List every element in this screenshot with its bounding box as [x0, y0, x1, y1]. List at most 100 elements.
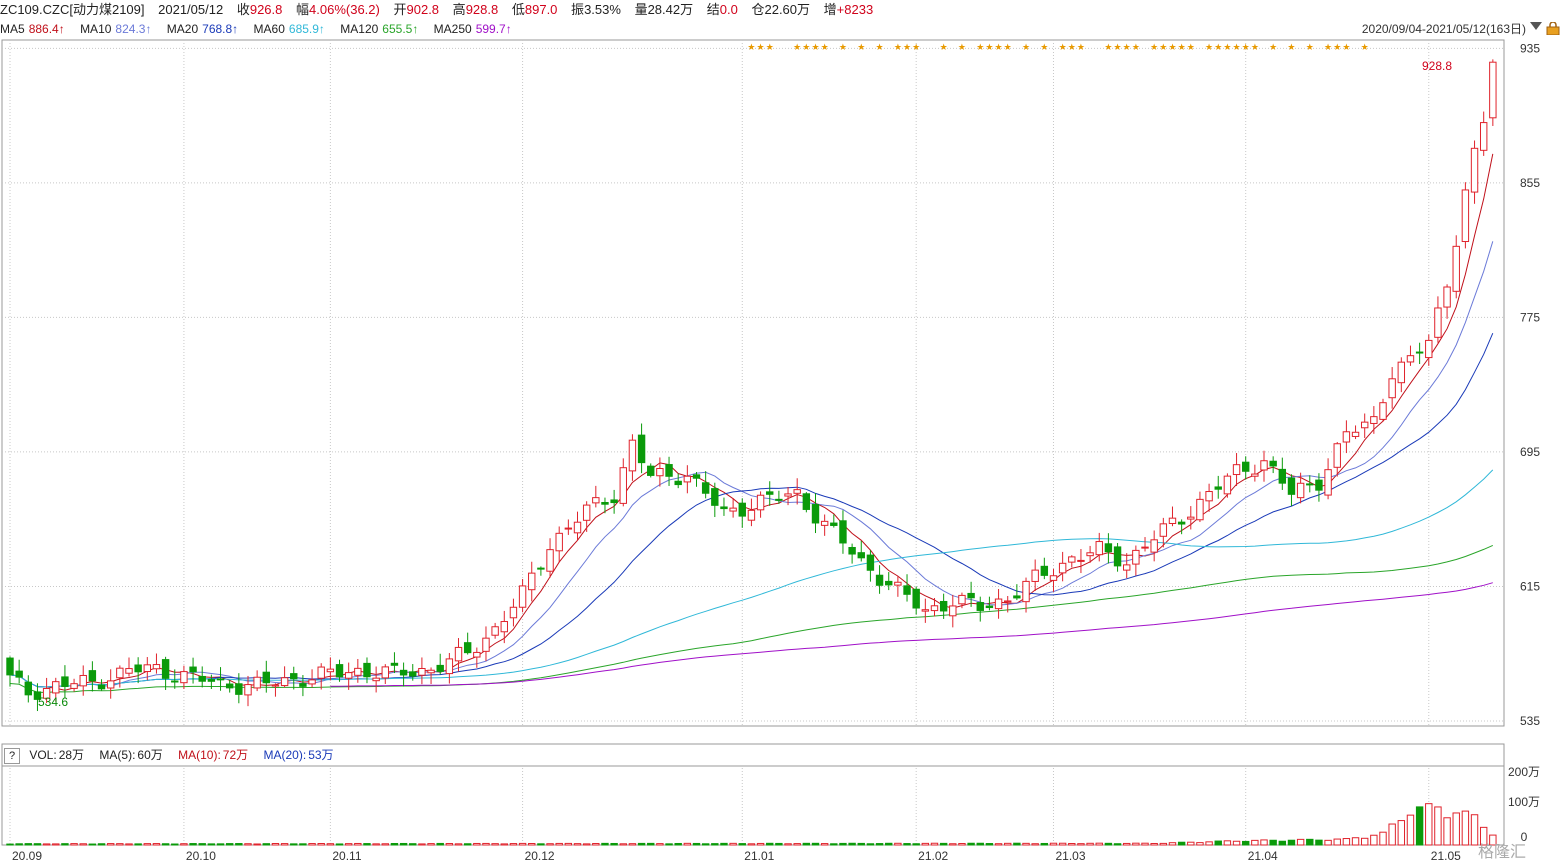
candle-body [811, 504, 820, 524]
volume-bar [1031, 843, 1039, 846]
oi-change-quote: 增+8233 [823, 2, 874, 17]
candle-body [1406, 355, 1415, 363]
candle-body [180, 671, 188, 684]
volume-bar [1443, 817, 1451, 846]
candle-body [299, 683, 307, 687]
candle-body [216, 678, 225, 681]
volume-bar [656, 843, 664, 846]
volume-bar [647, 842, 655, 846]
candle-body [436, 664, 444, 672]
chevron-down-icon[interactable] [1530, 22, 1542, 30]
price-panel-frame [1, 39, 1505, 727]
candle-body [1479, 122, 1488, 151]
candle-body [106, 680, 115, 689]
volume-bar [1004, 842, 1012, 846]
candle-body [482, 637, 490, 652]
candle-body [1397, 361, 1406, 384]
candle-body [875, 574, 884, 586]
candle-body [491, 626, 499, 636]
high-value-label: 928.8 [1422, 59, 1452, 73]
volume-bar [729, 842, 737, 846]
volume-bar [70, 843, 78, 846]
candle-body [1049, 575, 1058, 581]
low-value-label: 534.6 [38, 695, 68, 709]
symbol-label[interactable]: ZC109.CZC[动力煤2109] [0, 2, 145, 17]
candle-body [88, 670, 97, 682]
ma5-legend[interactable]: MA5 886.4↑ [0, 22, 65, 36]
candle-body [555, 532, 563, 552]
candle-body [1443, 286, 1451, 308]
candle-body [1040, 565, 1049, 576]
candle-body [463, 642, 472, 654]
volume-bar [106, 843, 115, 846]
candle-body [637, 434, 646, 464]
volume-bar [802, 842, 811, 846]
star-marker: ★ [802, 42, 810, 52]
date-tick-label: 21.04 [1248, 849, 1278, 863]
ma250-legend[interactable]: MA250 599.7↑ [433, 22, 512, 36]
close-quote: 收926.8 [236, 2, 283, 17]
star-marker: ★ [1306, 42, 1314, 52]
candle-body [509, 606, 518, 619]
volume-bar [207, 843, 216, 846]
volume-bar [1324, 839, 1332, 846]
volume-bar [1205, 841, 1213, 846]
volume-bar [180, 843, 188, 846]
volume-bar [1013, 842, 1021, 846]
volume-bar [1452, 812, 1460, 846]
candle-body [1287, 477, 1296, 495]
volume-bar [1470, 814, 1479, 846]
star-marker: ★ [1132, 42, 1140, 52]
volume-bar [161, 843, 170, 846]
candle-body [24, 681, 33, 696]
volume-bar [509, 843, 518, 846]
ma120-legend[interactable]: MA120 655.5↑ [340, 22, 419, 36]
volume-bar [363, 843, 371, 846]
lock-icon[interactable] [1546, 22, 1560, 35]
ma10-legend[interactable]: MA10 824.3↑ [80, 22, 152, 36]
candle-body [912, 588, 920, 609]
volume-bar [418, 843, 426, 846]
candle-body [344, 672, 353, 679]
candle-body [97, 684, 106, 690]
candle-body [1159, 523, 1168, 537]
candle-body [253, 676, 261, 689]
star-marker: ★ [1077, 42, 1085, 52]
volume-bar [820, 843, 829, 846]
volume-bar [1058, 842, 1067, 846]
star-marker: ★ [958, 42, 966, 52]
candle-body [958, 594, 966, 605]
candle-body [949, 605, 957, 617]
star-marker: ★ [1178, 42, 1186, 52]
candle-body [207, 679, 216, 682]
candle-body [399, 669, 408, 676]
candle-body [1086, 552, 1094, 557]
candle-body [1461, 189, 1470, 243]
candle-body [1150, 539, 1158, 553]
candle-body [1123, 564, 1131, 571]
candle-body [1141, 546, 1149, 549]
candle-body [198, 675, 206, 682]
star-marker: ★ [1324, 42, 1332, 52]
volume-bar [262, 843, 270, 846]
volume-bar [692, 842, 701, 846]
star-marker: ★ [1150, 42, 1158, 52]
help-button[interactable]: ? [4, 748, 20, 764]
candle-body [701, 482, 710, 494]
volume-bar [720, 842, 728, 846]
star-marker: ★ [1123, 42, 1131, 52]
candle-body [116, 667, 124, 679]
candle-body [1251, 473, 1259, 477]
volume-bar [15, 843, 23, 846]
candle-body [372, 677, 380, 682]
ma60-legend[interactable]: MA60 685.9↑ [253, 22, 325, 36]
star-marker: ★ [1068, 42, 1076, 52]
volume-bar [1351, 837, 1360, 846]
volume-bar [409, 843, 417, 846]
volume-bar [1315, 839, 1323, 846]
star-marker: ★ [1104, 42, 1112, 52]
ma20-legend[interactable]: MA20 768.8↑ [166, 22, 239, 36]
candle-body [235, 683, 243, 695]
star-marker: ★ [1342, 42, 1350, 52]
